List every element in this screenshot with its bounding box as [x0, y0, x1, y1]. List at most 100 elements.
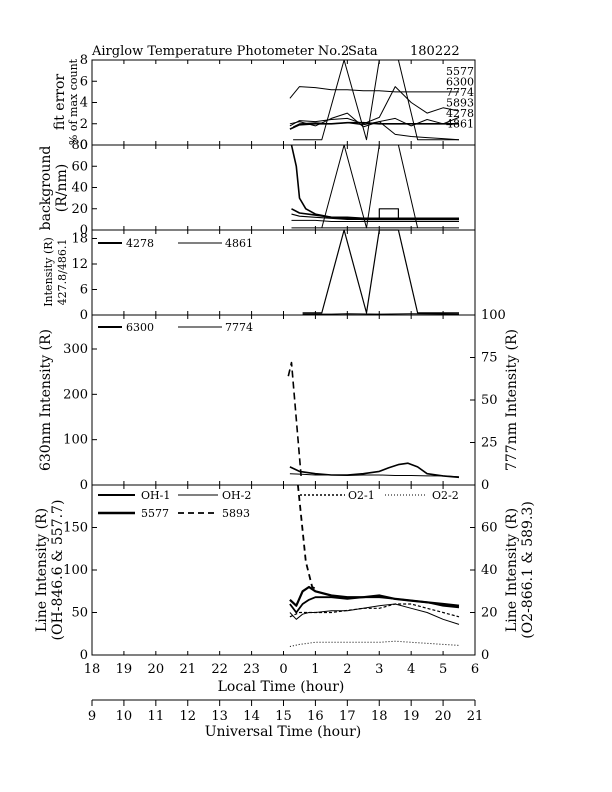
ticks-layer: 0246802040608006121801002003000255075100…	[63, 53, 506, 724]
ytick-label-0-0: 0	[80, 138, 88, 153]
legend-label-7774: 7774	[225, 321, 253, 334]
ytick-label-1-0: 0	[80, 223, 88, 238]
fit-error-label-7774: 7774	[446, 86, 474, 99]
ytick-r-label-3-3: 75	[481, 351, 498, 366]
fit-error-label-4278: 4278	[446, 107, 474, 120]
lt-tick-label-9: 3	[375, 662, 383, 677]
intensity-777-ylabel: 777nm Intensity (R)	[504, 329, 520, 471]
background-ylabel: background	[38, 146, 54, 231]
lt-tick-label-10: 4	[407, 662, 415, 677]
ytick-label-0-1: 2	[80, 117, 88, 132]
ut-tick-label-8: 17	[339, 709, 356, 724]
panel-background-frame	[91, 144, 476, 231]
ytick-label-2-2: 12	[71, 257, 88, 272]
ytick-label-2-0: 0	[80, 308, 88, 323]
series-1-1	[291, 208, 459, 220]
lt-tick-label-6: 0	[279, 662, 287, 677]
ytick-label-3-1: 100	[63, 433, 88, 448]
ut-tick-label-1: 10	[116, 709, 133, 724]
series-1-6	[369, 208, 412, 220]
series-2-4278	[302, 229, 459, 314]
background-ylabel-2: (R/nm)	[54, 164, 70, 212]
fit-error-label-4861: 4861	[446, 118, 474, 131]
ytick-label-1-1: 20	[71, 202, 88, 217]
ytick-label-4-1: 50	[71, 606, 88, 621]
ytick-r-label-3-0: 0	[481, 478, 489, 493]
ut-tick-label-3: 12	[179, 709, 196, 724]
ytick-label-4-0: 0	[80, 648, 88, 663]
legend-label-o22: O2-2	[432, 489, 459, 502]
lt-tick-label-1: 19	[116, 662, 133, 677]
lt-tick-label-12: 6	[471, 662, 479, 677]
ytick-label-1-2: 40	[71, 181, 88, 196]
series-4-oh-2	[289, 603, 460, 625]
series-1-5	[321, 144, 419, 229]
intensity-427-ylabel: Intensity (R)	[42, 237, 55, 307]
ytick-r-label-4-2: 40	[481, 563, 498, 578]
fit-error-label-6300: 6300	[446, 76, 474, 89]
series-4-5893	[297, 484, 316, 590]
lt-tick-label-0: 18	[84, 662, 101, 677]
local-time-label: Local Time (hour)	[218, 679, 345, 695]
ut-tick-label-6: 15	[275, 709, 292, 724]
lt-tick-label-7: 1	[311, 662, 319, 677]
ytick-r-label-4-1: 20	[481, 606, 498, 621]
ut-tick-label-7: 16	[307, 709, 324, 724]
ytick-label-0-2: 4	[80, 96, 88, 111]
ytick-r-label-4-0: 0	[481, 648, 489, 663]
series-0-7774	[289, 112, 460, 128]
ut-tick-label-12: 21	[467, 709, 484, 724]
ytick-label-3-2: 200	[63, 387, 88, 402]
ut-tick-label-2: 11	[148, 709, 165, 724]
series-4-o2-2	[289, 603, 460, 618]
ut-time-label: Universal Time (hour)	[205, 724, 362, 740]
date-label: 180222	[410, 44, 460, 59]
lt-tick-label-8: 2	[343, 662, 351, 677]
legend-427: 4278 4861	[98, 237, 253, 250]
ytick-label-1-3: 60	[71, 159, 88, 174]
series-3-7774	[289, 473, 460, 478]
series-0-5893	[289, 86, 460, 127]
ut-tick-label-10: 19	[403, 709, 420, 724]
ut-tick-label-11: 20	[435, 709, 452, 724]
ytick-label-3-3: 300	[63, 342, 88, 357]
fit-error-label-5893: 5893	[446, 97, 474, 110]
series-1-3	[291, 219, 459, 222]
legend-label-o21: O2-1	[348, 489, 375, 502]
legend-label-oh1: OH-1	[141, 489, 170, 502]
lt-tick-label-4: 22	[211, 662, 228, 677]
series-4-5577	[289, 585, 460, 607]
ytick-r-label-3-4: 100	[481, 308, 506, 323]
fit-error-ylabel: fit error	[52, 74, 68, 131]
series-0-4278	[293, 59, 459, 141]
ytick-label-0-4: 8	[80, 53, 88, 68]
ytick-r-label-3-1: 25	[481, 436, 498, 451]
ytick-label-2-3: 18	[71, 232, 88, 247]
ut-tick-label-0: 9	[88, 709, 96, 724]
legend-label-4278: 4278	[126, 237, 154, 250]
line-intensity-right-ylabel-2: (O2-866.1 & 589.3)	[520, 501, 536, 639]
ytick-label-3-0: 0	[80, 478, 88, 493]
ytick-label-2-1: 6	[80, 283, 88, 298]
legend-label-5893: 5893	[222, 507, 250, 520]
legend-label-6300: 6300	[126, 321, 154, 334]
ytick-label-4-2: 100	[63, 563, 88, 578]
ytick-label-0-3: 6	[80, 74, 88, 89]
ytick-label-1-4: 80	[71, 138, 88, 153]
ytick-r-label-3-2: 50	[481, 393, 498, 408]
legend-label-5577: 5577	[141, 507, 169, 520]
line-intensity-ylabel-2: (OH-846.6 & 557.7)	[50, 500, 66, 641]
ut-tick-label-4: 13	[211, 709, 228, 724]
panel-intensity-630-777-frame	[91, 314, 476, 486]
series-0-5577	[289, 86, 459, 99]
legend-630: 6300 7774	[98, 321, 253, 334]
legend-label-oh2: OH-2	[222, 489, 251, 502]
site-label: Sata	[348, 44, 378, 59]
lt-tick-label-5: 23	[243, 662, 260, 677]
fit-error-label-5577: 5577	[446, 65, 474, 78]
lt-tick-label-2: 20	[148, 662, 165, 677]
series-1-0	[290, 144, 459, 221]
panel-fit-error-frame	[91, 59, 476, 146]
